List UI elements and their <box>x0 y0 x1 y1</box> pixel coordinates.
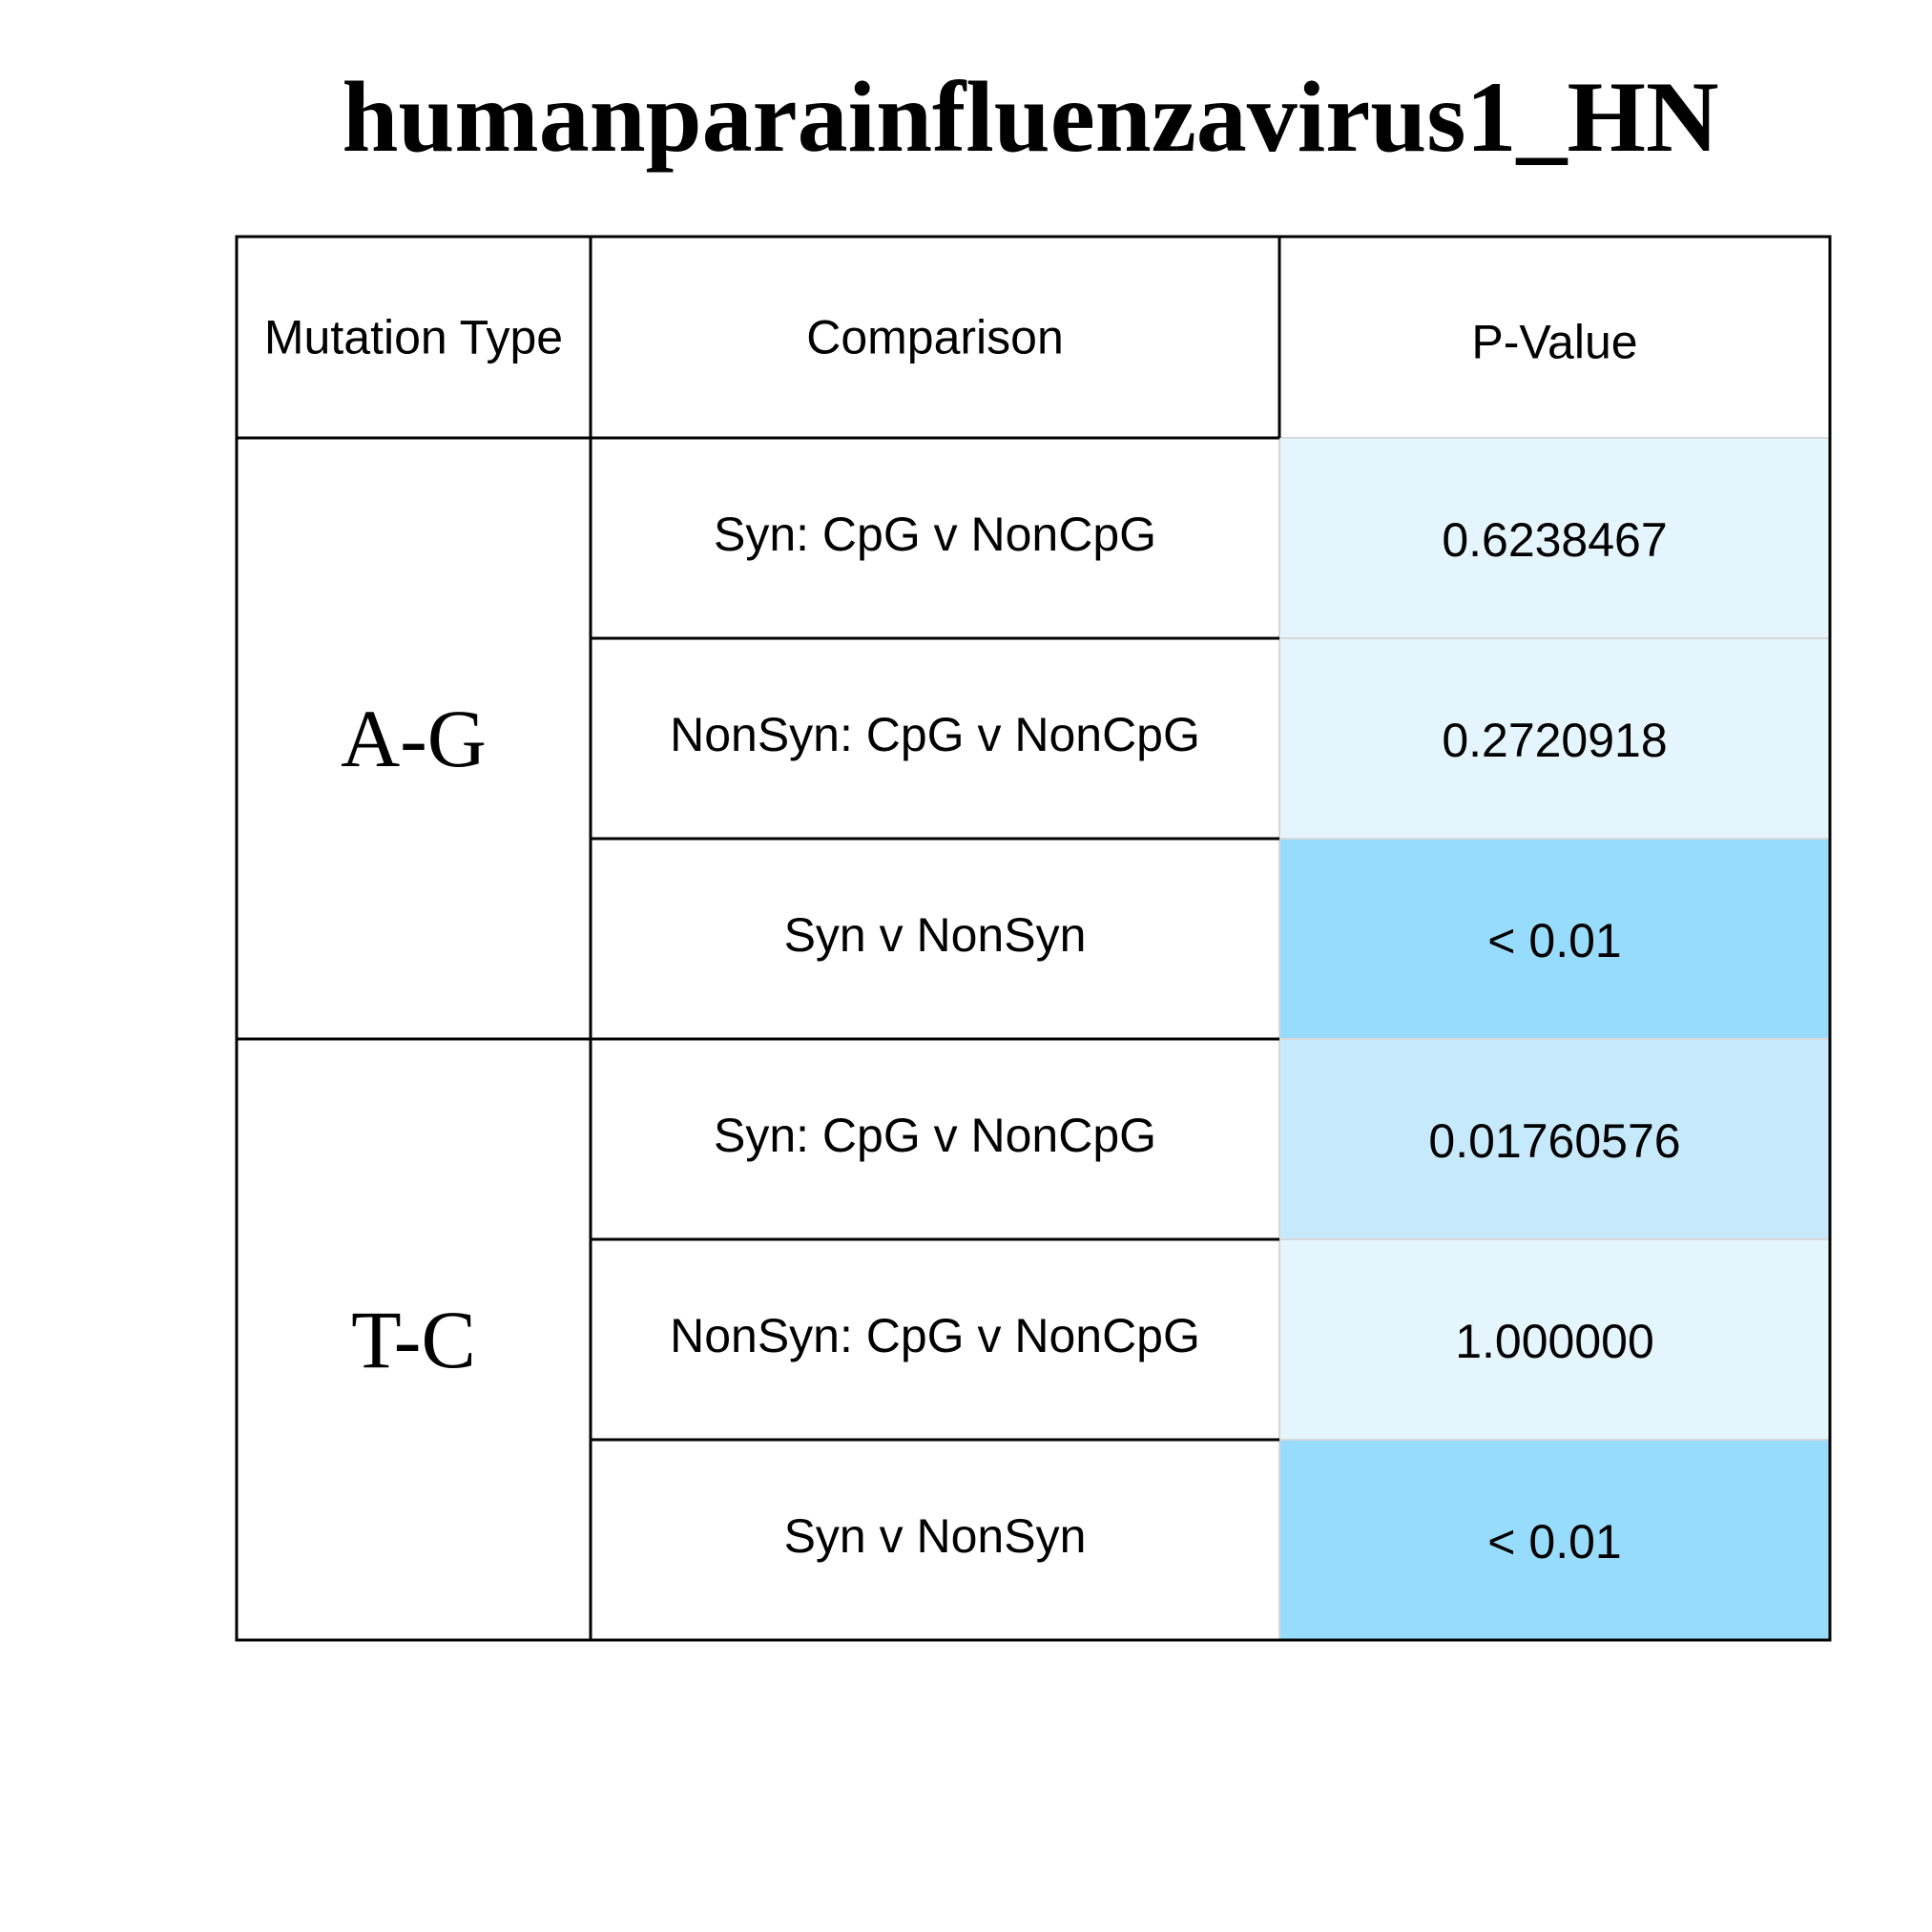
p-value-cell-fill <box>1278 1038 1831 1240</box>
comparison-cell: Syn v NonSyn <box>784 908 1087 962</box>
comparison-cell: NonSyn: CpG v NonCpG <box>670 708 1200 761</box>
mutation-type-cell: T-C <box>351 1294 476 1385</box>
p-value-cell: 0.01760576 <box>1428 1114 1680 1168</box>
page-title: humanparainfluenzavirus1_HN <box>342 61 1719 173</box>
comparison-cell: NonSyn: CpG v NonCpG <box>670 1309 1200 1362</box>
header-p-value: P-Value <box>1471 316 1637 369</box>
p-value-cell: < 0.01 <box>1487 914 1621 967</box>
mutation-type-cell: A-G <box>341 693 487 784</box>
comparison-cell: Syn v NonSyn <box>784 1509 1087 1563</box>
header-comparison: Comparison <box>806 311 1064 364</box>
p-value-cell: 0.2720918 <box>1442 714 1667 767</box>
comparison-cell: Syn: CpG v NonCpG <box>714 1109 1156 1162</box>
p-value-cell-fill <box>1278 838 1831 1040</box>
p-value-cell-fill <box>1278 637 1831 840</box>
comparison-cell: Syn: CpG v NonCpG <box>714 508 1156 561</box>
p-value-cell: 0.6238467 <box>1442 513 1667 567</box>
p-value-cell: 1.000000 <box>1455 1315 1654 1368</box>
header-mutation-type: Mutation Type <box>264 311 563 364</box>
table-border <box>235 235 1832 1642</box>
p-value-cell: < 0.01 <box>1487 1515 1621 1568</box>
p-value-cell-fill <box>1278 437 1831 639</box>
